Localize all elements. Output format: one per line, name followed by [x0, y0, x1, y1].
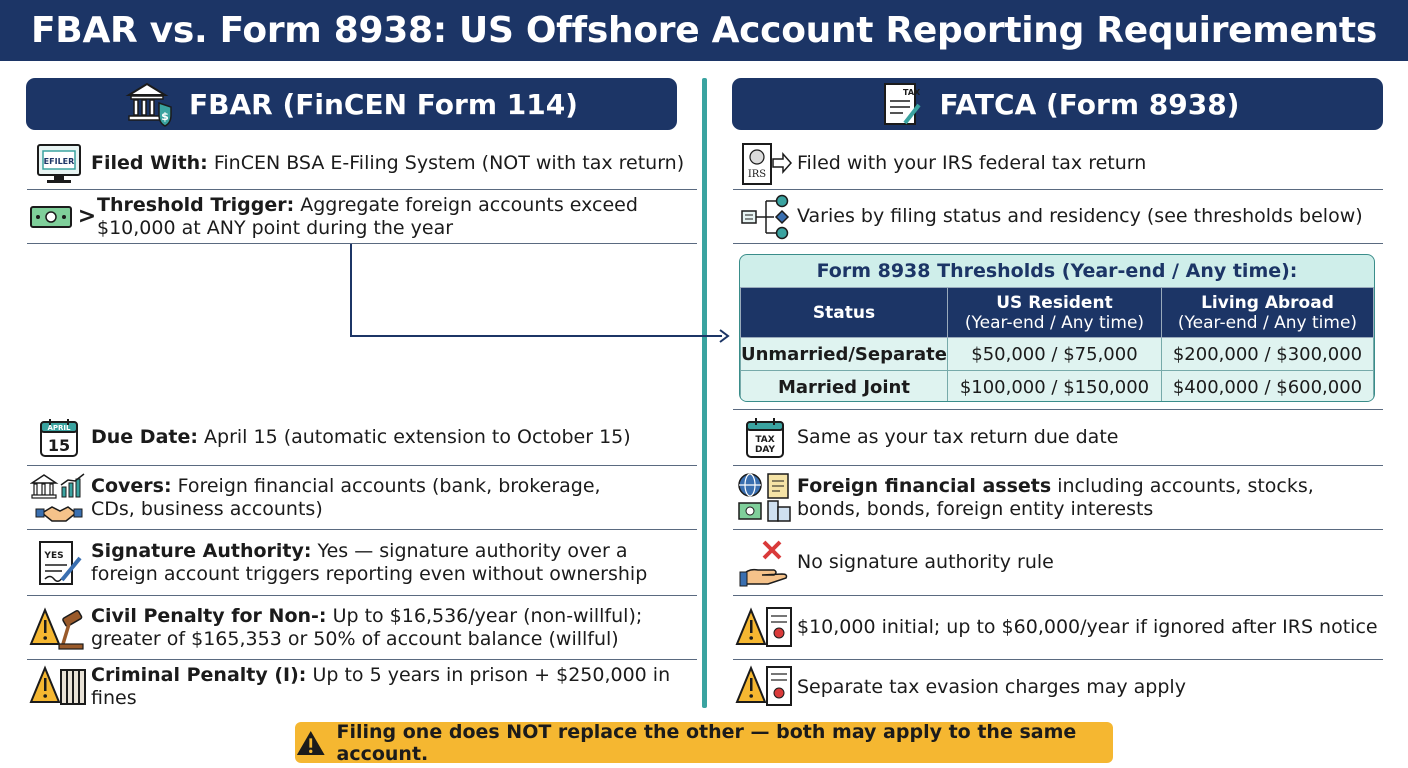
table-cell: $50,000 / $75,000	[946, 337, 1162, 371]
fbar-row-covers: Covers: Foreign financial accounts (bank…	[27, 466, 697, 530]
fbar-due-date-text: Due Date: April 15 (automatic extension …	[91, 426, 631, 448]
svg-text:YES: YES	[43, 551, 63, 561]
fbar-row-threshold: > Threshold Trigger: Aggregate foreign a…	[27, 190, 697, 244]
svg-text:IRS: IRS	[748, 169, 766, 180]
flow-connector-vertical	[350, 244, 352, 336]
fbar-row-civil-penalty: Civil Penalty for Non-: Up to $16,536/ye…	[27, 596, 697, 660]
fatca-row-criminal-penalty: Separate tax evasion charges may apply	[733, 660, 1383, 714]
fbar-row-filed-with: EFILER Filed With: FinCEN BSA E-Filing S…	[27, 138, 697, 190]
calendar-icon: APRIL 15	[27, 416, 91, 460]
table-row: Unmarried/Separate $50,000 / $75,000 $20…	[740, 337, 1374, 371]
fbar-covers-text: Covers: Foreign financial accounts (bank…	[91, 474, 601, 520]
fbar-row-signature: YES Signature Authority: Yes — signature…	[27, 530, 697, 596]
warning-certificate-icon	[733, 664, 797, 710]
fbar-row-criminal-penalty: Criminal Penalty (I): Up to 5 years in p…	[27, 660, 697, 714]
flow-branch-icon	[733, 194, 797, 240]
flow-connector-horizontal	[350, 335, 722, 337]
page-title: FBAR vs. Form 8938: US Offshore Account …	[31, 10, 1377, 51]
svg-text:$: $	[161, 110, 169, 123]
arrow-right-icon	[719, 329, 730, 343]
warning-document-icon	[733, 604, 797, 652]
fatca-criminal-penalty-text: Separate tax evasion charges may apply	[797, 675, 1186, 698]
table-cell: Unmarried/Separate	[740, 337, 948, 371]
fatca-signature-text: No signature authority rule	[797, 551, 1054, 573]
title-bar: FBAR vs. Form 8938: US Offshore Account …	[0, 0, 1408, 61]
warning-icon	[296, 730, 325, 755]
fatca-header-title: FATCA (Form 8938)	[939, 87, 1240, 121]
warning-prison-icon	[27, 664, 91, 710]
thresholds-table: Status US Resident (Year-end / Any time) …	[740, 287, 1374, 401]
bank-shield-icon: $	[125, 81, 175, 127]
svg-text:DAY: DAY	[755, 445, 776, 455]
signed-document-icon: YES	[27, 538, 91, 588]
fbar-threshold-text: Threshold Trigger: Aggregate foreign acc…	[97, 193, 638, 239]
table-cell: $200,000 / $300,000	[1160, 337, 1374, 371]
column-header: Living Abroad (Year-end / Any time)	[1160, 287, 1374, 338]
table-row: Married Joint $100,000 / $150,000 $400,0…	[740, 370, 1374, 401]
warning-banner-text: Filing one does NOT replace the other — …	[336, 720, 1077, 765]
fatca-threshold-text: Varies by filing status and residency (s…	[797, 205, 1363, 227]
irs-arrow-icon: IRS	[733, 141, 797, 187]
fatca-filed-with-text: Filed with your IRS federal tax return	[797, 152, 1147, 174]
fatca-header: TAX FATCA (Form 8938)	[732, 78, 1383, 130]
fatca-row-civil-penalty: $10,000 initial; up to $60,000/year if i…	[733, 596, 1383, 660]
globe-assets-icon	[733, 471, 797, 525]
fbar-criminal-penalty-text: Criminal Penalty (I): Up to 5 years in p…	[91, 664, 671, 709]
fatca-row-filed-with: IRS Filed with your IRS federal tax retu…	[733, 138, 1383, 190]
fatca-row-threshold-table-area	[733, 244, 1383, 410]
table-cell: $400,000 / $600,000	[1160, 370, 1374, 401]
fatca-row-covers: Foreign financial assets including accou…	[733, 466, 1383, 530]
fatca-covers-text: Foreign financial assets including accou…	[797, 474, 1314, 520]
svg-text:APRIL: APRIL	[47, 424, 71, 432]
fbar-header-title: FBAR (FinCEN Form 114)	[189, 87, 578, 121]
warning-banner: Filing one does NOT replace the other — …	[295, 720, 1113, 765]
tax-form-icon: TAX	[876, 81, 926, 127]
fatca-due-date-text: Same as your tax return due date	[797, 426, 1119, 448]
fatca-civil-penalty-text: $10,000 initial; up to $60,000/year if i…	[797, 616, 1378, 638]
svg-text:TAX: TAX	[903, 88, 921, 97]
cash-greater-than-icon: >	[27, 202, 97, 232]
fbar-row-due-date: APRIL 15 Due Date: April 15 (automatic e…	[27, 410, 697, 466]
thresholds-title: Form 8938 Thresholds (Year-end / Any tim…	[816, 260, 1298, 282]
tax-day-calendar-icon: TAX DAY	[733, 415, 797, 461]
fbar-signature-text: Signature Authority: Yes — signature aut…	[91, 539, 648, 585]
svg-text:TAX: TAX	[755, 435, 774, 445]
table-cell: $100,000 / $150,000	[946, 370, 1162, 401]
svg-text:EFILER: EFILER	[44, 157, 75, 166]
fbar-civil-penalty-text: Civil Penalty for Non-: Up to $16,536/ye…	[91, 604, 643, 650]
fbar-header: $ FBAR (FinCEN Form 114)	[26, 78, 677, 130]
warning-gavel-icon	[27, 604, 91, 652]
column-divider	[702, 78, 707, 708]
fatca-row-due-date: TAX DAY Same as your tax return due date	[733, 410, 1383, 466]
svg-text:15: 15	[48, 436, 70, 455]
thresholds-header-row: Status US Resident (Year-end / Any time) …	[740, 287, 1374, 338]
column-header: Status	[740, 287, 948, 338]
column-header: US Resident (Year-end / Any time)	[946, 287, 1162, 338]
fatca-row-signature: No signature authority rule	[733, 530, 1383, 596]
bank-chart-handshake-icon	[27, 471, 91, 525]
thresholds-table-panel: Form 8938 Thresholds (Year-end / Any tim…	[739, 254, 1375, 402]
no-signature-icon	[733, 538, 797, 588]
fbar-filed-with-text: Filed With: FinCEN BSA E-Filing System (…	[91, 152, 685, 174]
computer-efile-icon: EFILER	[27, 142, 91, 186]
fatca-row-threshold: Varies by filing status and residency (s…	[733, 190, 1383, 244]
